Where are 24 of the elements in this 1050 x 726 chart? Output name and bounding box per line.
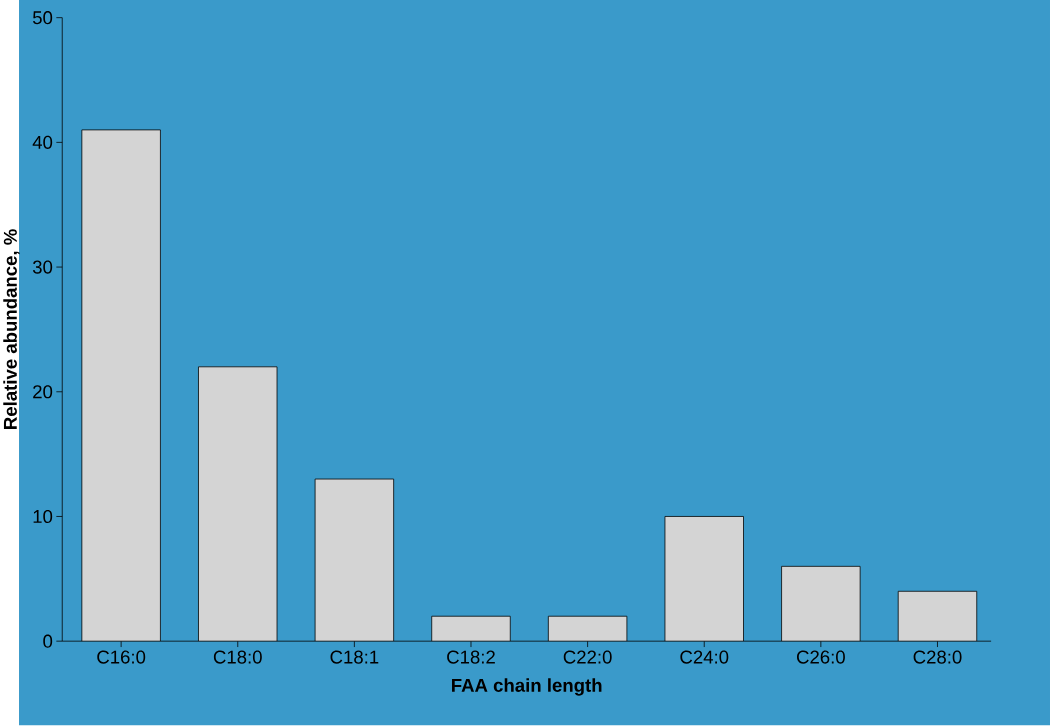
x-tick-label: C16:0 (97, 650, 146, 664)
y-tick-label: 40 (32, 135, 53, 150)
bar (81, 130, 161, 642)
bar (664, 516, 744, 642)
x-tick-label: C18:1 (330, 650, 379, 664)
x-tick-label: C22:0 (563, 650, 612, 664)
bar (897, 591, 978, 642)
bar (315, 479, 394, 642)
x-tick-label: C24:0 (680, 650, 729, 664)
y-tick-label: 0 (43, 634, 53, 648)
x-tick-label: C18:2 (447, 650, 495, 664)
y-tick-label: 50 (32, 11, 53, 25)
y-tick-label: 30 (32, 260, 53, 274)
bar (431, 616, 511, 642)
x-axis-title: FAA chain length (452, 678, 602, 696)
x-tick-label: C28:0 (913, 650, 962, 664)
x-tick-label: C18:0 (213, 650, 262, 664)
y-tick-label: 20 (33, 385, 53, 399)
y-tick-label: 10 (33, 510, 53, 524)
x-tick-label: C26:0 (797, 650, 845, 664)
bar (781, 566, 861, 642)
bar (198, 367, 278, 642)
y-axis-title: Relative abundance, % (3, 229, 20, 430)
bar (548, 616, 627, 642)
